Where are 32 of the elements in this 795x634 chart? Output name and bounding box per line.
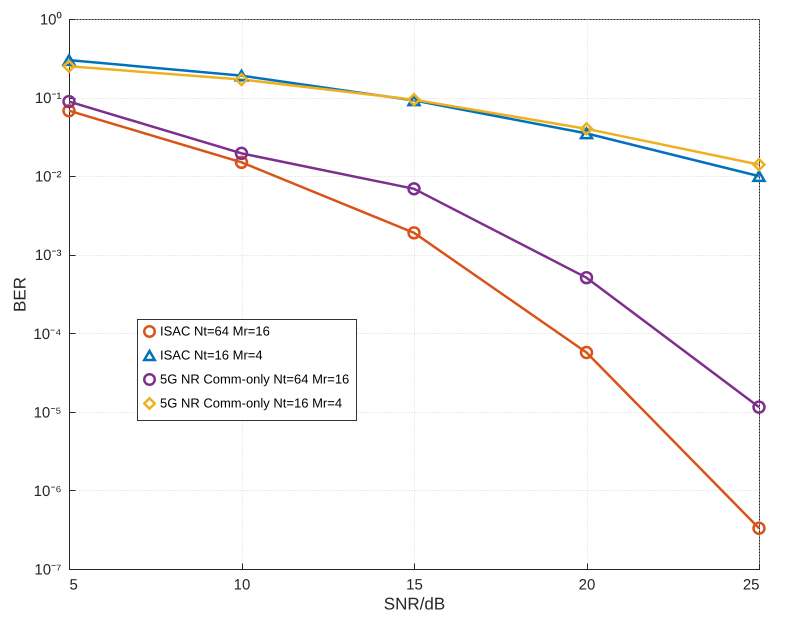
legend-label: 5G NR Comm-only Nt=16 Mr=4	[160, 396, 342, 410]
point	[752, 400, 766, 414]
point	[752, 522, 766, 535]
point	[580, 270, 594, 284]
point	[580, 346, 594, 360]
y-tick-label: 10⁻⁶	[34, 482, 62, 500]
y-tick-label: 10⁻³	[34, 247, 62, 264]
y-tick-label: 10⁰	[40, 12, 62, 28]
x-axis-title: SNR/dB	[384, 594, 446, 614]
point	[234, 146, 248, 160]
y-tick-label: 10⁻¹	[34, 90, 62, 108]
y-tick-label: 10⁻⁷	[34, 562, 62, 578]
point	[407, 182, 421, 196]
point	[62, 94, 76, 108]
point	[752, 170, 766, 182]
x-tick-label: 20	[578, 576, 596, 594]
point	[407, 226, 421, 240]
point	[580, 122, 594, 136]
y-tick-label: 10⁻²	[34, 168, 62, 186]
point	[752, 158, 766, 172]
x-tick-label: 5	[70, 576, 78, 594]
y-axis-title: BER	[10, 277, 30, 312]
point	[62, 60, 76, 74]
y-tick-label: 10⁻⁵	[34, 404, 62, 422]
legend-label: ISAC Nt=64 Mr=16	[160, 324, 270, 338]
legend-label: ISAC Nt=16 Mr=4	[160, 348, 263, 362]
y-tick-label: 10⁻⁴	[33, 326, 62, 343]
x-tick-label: 25	[742, 576, 760, 594]
legend-label: 5G NR Comm-only Nt=64 Mr=16	[160, 372, 350, 386]
point	[234, 72, 248, 86]
x-tick-label: 10	[234, 576, 250, 594]
x-tick-label: 15	[406, 576, 423, 594]
